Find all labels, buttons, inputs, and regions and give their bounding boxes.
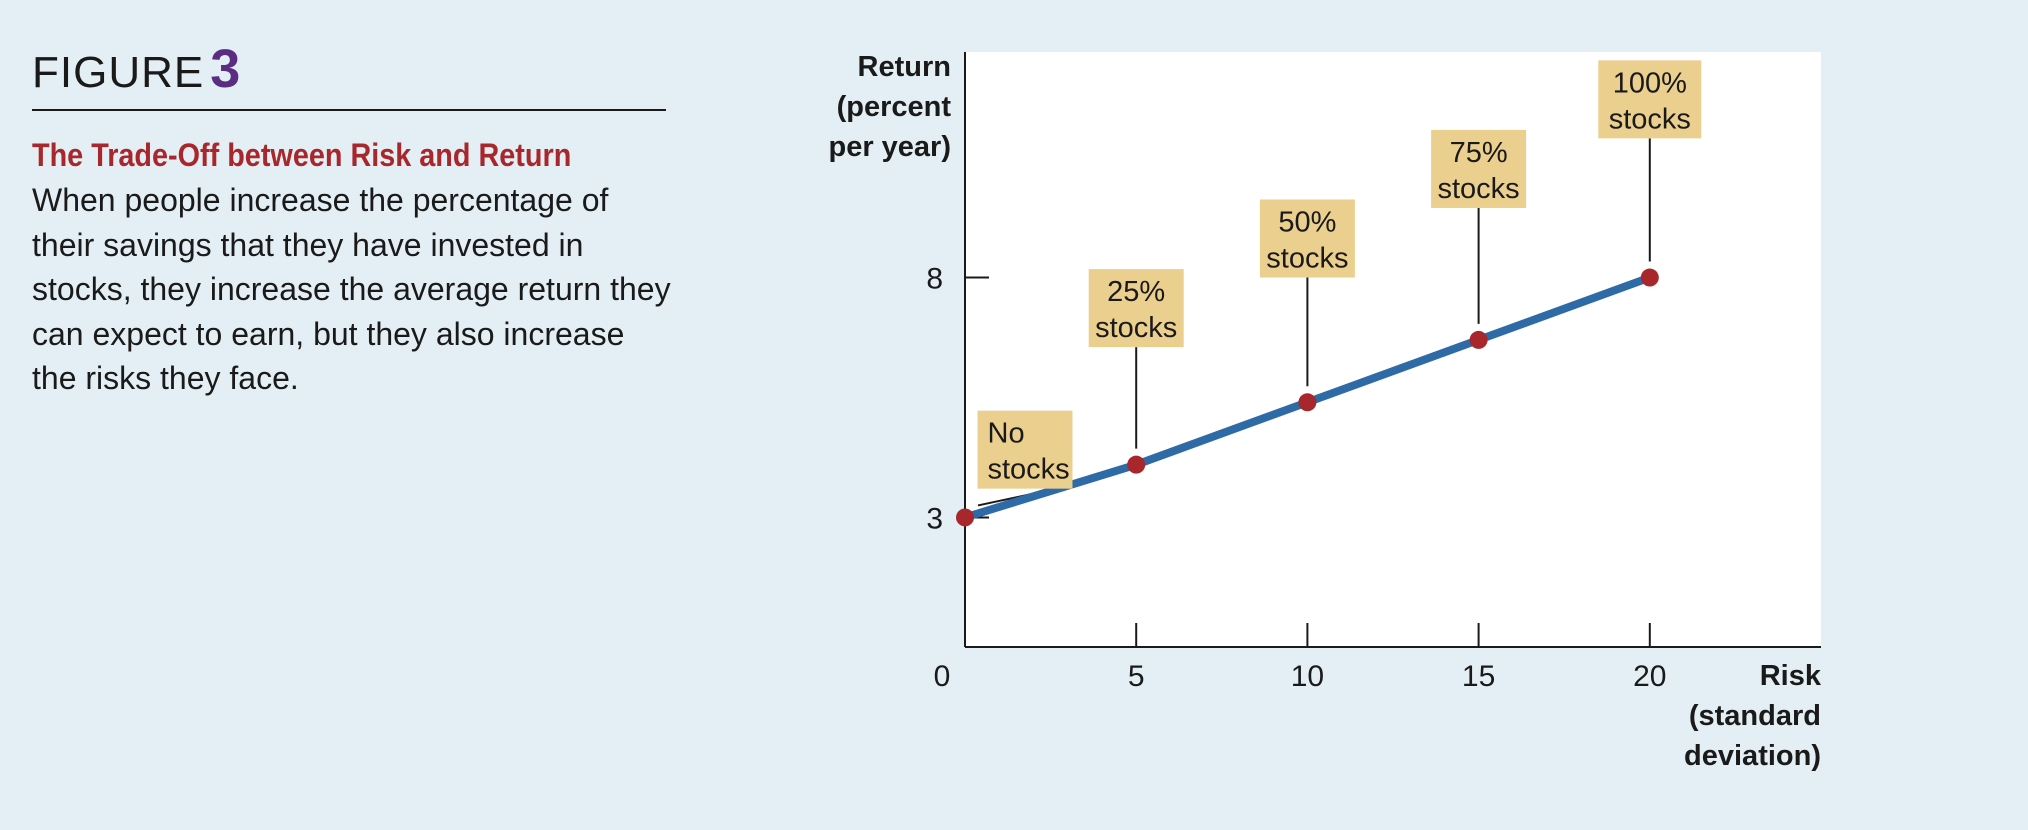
figure-label: FIGURE [32,48,205,97]
figure-caption: FIGURE 3 The Trade-Off between Risk and R… [32,39,671,401]
figure-title: The Trade-Off between Risk and Return [32,137,572,174]
x-axis-title-line-2: deviation) [1684,740,1821,772]
figure-number: 3 [210,39,242,99]
data-points [956,268,1659,527]
point-label-text-3-1: stocks [1438,173,1520,205]
y-axis-title-line-1: (percent [837,91,952,123]
point-label-text-4-1: stocks [1609,103,1691,135]
point-label-text-3-0: 75% [1450,137,1508,169]
point-label-box-3 [1431,129,1527,208]
x-axis-title-line-1: (standard [1689,700,1821,732]
data-point-3 [1469,330,1488,349]
figure-description: When people increase the percentage of t… [32,182,671,397]
axis-ticks: 0 5 10 15 20 3 8 [926,263,1666,693]
x-axis-title-line-0: Risk [1760,660,1822,692]
x-tick-label-20: 20 [1633,660,1666,693]
point-label-box-4 [1598,60,1702,139]
x-tick-label-10: 10 [1291,660,1324,693]
y-axis-title-line-2: per year) [828,131,951,163]
data-point-4 [1640,268,1659,287]
point-labels: No stocks 25% stocks 50% stocks 75% stocks 100% s… [977,60,1702,489]
y-axis-title-line-0: Return [858,51,951,83]
plot-area [965,52,1821,647]
y-tick-label-3: 3 [926,502,943,535]
data-point-0 [956,508,974,527]
axis-titles: Return (percent per year) Risk (standard devi… [828,51,1821,772]
data-point-2 [1298,393,1317,412]
y-tick-label-8: 8 [926,263,943,296]
x-tick-label-5: 5 [1128,660,1145,693]
point-label-text-2-0: 50% [1278,207,1336,239]
point-label-text-4-0: 100% [1613,67,1687,99]
point-label-box-0 [977,410,1073,489]
point-label-box-1 [1088,269,1184,348]
point-label-text-1-1: stocks [1095,312,1177,344]
x-tick-label-0: 0 [934,660,951,693]
point-label-text-1-0: 25% [1107,276,1165,308]
point-label-text-0-0: No [988,418,1025,450]
point-label-text-0-1: stocks [988,454,1070,486]
point-label-text-2-1: stocks [1266,243,1348,275]
point-label-box-2 [1259,199,1355,278]
x-tick-label-15: 15 [1462,660,1495,693]
data-point-1 [1127,455,1146,474]
figure-heading: FIGURE 3 [32,39,666,112]
